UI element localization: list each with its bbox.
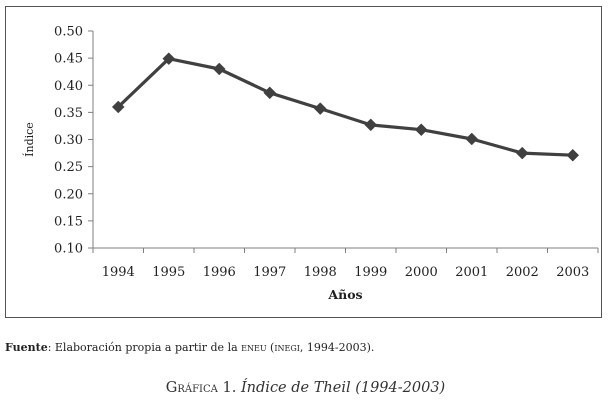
source-note: Fuente: Elaboración propia a partir de l… — [5, 341, 374, 354]
x-tick-label: 1996 — [203, 265, 236, 280]
x-tick-label: 1994 — [102, 265, 135, 280]
y-axis: 0.10 0.15 0.20 0.25 0.30 0.35 0.40 0.45 0.50 — [54, 25, 94, 257]
source-eneu: eneu — [241, 341, 267, 354]
y-tick-label: 0.25 — [54, 160, 83, 175]
x-tick-label: 2003 — [556, 265, 589, 280]
caption-title: Índice de Theil (1994-2003) — [240, 380, 446, 396]
source-label: Fuente — [5, 341, 48, 354]
source-text-before: : Elaboración propia a partir de la — [47, 341, 242, 354]
y-tick-label: 0.35 — [54, 106, 83, 121]
y-tick-label: 0.30 — [54, 133, 83, 148]
data-point — [566, 148, 580, 162]
data-point — [313, 102, 327, 115]
series-group — [111, 52, 580, 162]
x-tick-label: 2002 — [506, 265, 539, 280]
data-point — [515, 146, 529, 160]
x-axis-title: Años — [327, 287, 362, 302]
y-axis-title: Índice — [22, 122, 36, 157]
figure-caption: Gráfica 1. Índice de Theil (1994-2003) — [0, 380, 611, 396]
x-tick-label: 1999 — [354, 265, 387, 280]
y-tick-label: 0.20 — [54, 187, 83, 202]
data-point — [414, 123, 428, 137]
x-tick-label: 1998 — [304, 265, 337, 280]
data-point — [111, 100, 125, 114]
x-tick-label: 2001 — [455, 265, 488, 280]
data-point — [364, 118, 378, 132]
y-tick-label: 0.15 — [54, 214, 83, 229]
series-line — [116, 57, 575, 157]
source-text-mid: ( — [266, 341, 275, 354]
y-tick-label: 0.45 — [54, 52, 83, 67]
x-tick-label: 2000 — [405, 265, 438, 280]
caption-prefix: Gráfica — [165, 380, 218, 396]
source-text-after: , 1994-2003). — [299, 341, 375, 354]
y-tick-label: 0.10 — [54, 242, 83, 257]
data-point — [263, 86, 277, 100]
source-inegi: inegi — [274, 341, 300, 354]
x-axis: 1994 1995 1996 1997 1998 1999 2000 2001 2002 2003 — [92, 247, 599, 280]
chart-frame — [5, 6, 602, 318]
x-tick-label: 1997 — [253, 265, 286, 280]
data-point — [465, 132, 479, 146]
y-tick-label: 0.50 — [54, 25, 83, 40]
data-point — [212, 62, 226, 76]
y-tick-label: 0.40 — [54, 79, 83, 94]
data-point — [162, 52, 176, 66]
caption-number: 1. — [217, 380, 241, 396]
x-tick-label: 1995 — [152, 265, 185, 280]
